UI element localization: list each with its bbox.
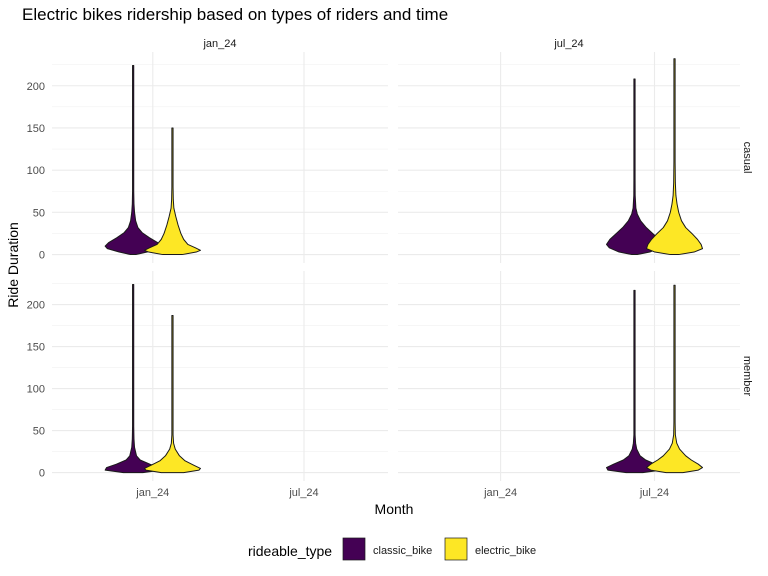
legend-label-electric-bike: electric_bike (475, 545, 536, 557)
violin-electric-bike-jan-24-member (143, 315, 201, 474)
y-tick-label: 0 (39, 250, 45, 262)
legend-label-classic-bike: classic_bike (373, 545, 432, 557)
x-tick-label: jan_24 (135, 487, 169, 499)
violin-electric-bike-jul-24-member (646, 284, 704, 474)
x-tick-label: jan_24 (483, 487, 517, 499)
y-tick-label: 0 (39, 468, 45, 480)
legend-title: rideable_type (248, 543, 332, 559)
y-tick-label: 50 (33, 207, 45, 219)
facet-label-casual: casual (741, 142, 753, 174)
violin-electric-bike-jan-24-casual (143, 127, 201, 256)
legend: rideable_type classic_bike electric_bike (248, 537, 536, 561)
x-tick-label: jul_24 (288, 487, 318, 499)
facet-label-jan-24: jan_24 (202, 38, 236, 50)
y-tick-label: 50 (33, 426, 45, 438)
y-tick-label: 200 (27, 300, 45, 312)
panel-jan-24-member: 0 50 100 150 200 jan_24 jul_24 (27, 271, 388, 499)
y-tick-label: 100 (27, 165, 45, 177)
violin-classic-bike-jul-24-member (605, 289, 663, 474)
legend-swatch-classic-bike (342, 537, 366, 561)
chart-title: Electric bikes ridership based on types … (22, 5, 448, 24)
facet-label-member: member (741, 356, 753, 397)
plot-area: jan_24 jul_24casualmember0501001502000501… (27, 38, 753, 499)
y-axis-title: Ride Duration (5, 222, 21, 308)
legend-swatch-electric-bike (444, 537, 468, 561)
x-tick-label: jul_24 (639, 487, 669, 499)
violin-classic-bike-jan-24-member (104, 283, 162, 474)
panel-jul-24-member: jan_24 jul_24 (398, 271, 740, 499)
violin-electric-bike-jul-24-casual (646, 58, 704, 256)
facet-label-jul-24: jul_24 (553, 38, 583, 50)
y-tick-label: 100 (27, 384, 45, 396)
y-tick-label: 150 (27, 123, 45, 135)
y-tick-label: 150 (27, 342, 45, 354)
panel-jul-24-casual (398, 52, 740, 263)
y-tick-label: 200 (27, 81, 45, 93)
violin-classic-bike-jan-24-casual (104, 65, 162, 256)
x-axis-title: Month (375, 501, 414, 517)
panel-jan-24-casual: 0 50 100 150 200 (27, 52, 388, 263)
